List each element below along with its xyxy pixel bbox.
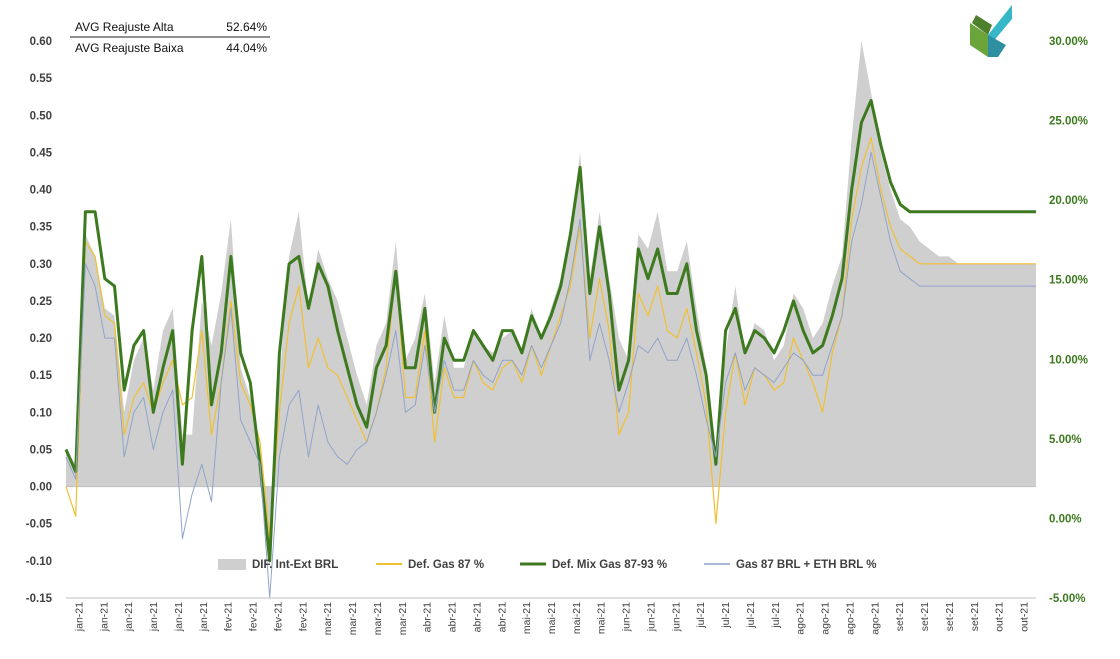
x-tick-label: fev-21: [297, 602, 309, 631]
line-series-layer: [64, 98, 1036, 599]
left-tick-label: 0.20: [30, 333, 52, 345]
x-tick-label: jul-21: [695, 602, 707, 629]
x-tick-label: mai-21: [596, 602, 608, 634]
left-tick-label: 0.55: [30, 73, 53, 85]
x-tick-label: mar-21: [372, 602, 384, 635]
x-tick-label: ago-21: [795, 602, 807, 635]
line-series-gas-87-brl-eth-brl: [65, 151, 1036, 599]
area-series-dif-int-ext-brl: [66, 41, 1036, 561]
x-tick-label: set-21: [944, 602, 956, 631]
x-tick-label: jul-21: [720, 602, 732, 629]
x-tick-label: out-21: [1019, 602, 1031, 632]
x-tick-label: fev-21: [272, 602, 284, 631]
x-tick-label: set-21: [919, 602, 931, 631]
x-tick-label: abr-21: [447, 602, 459, 633]
area-series-layer: [66, 41, 1036, 561]
left-tick-label: 0.30: [30, 259, 52, 271]
x-tick-label: jan-21: [173, 602, 185, 632]
x-tick-label: ago-21: [869, 602, 881, 635]
left-tick-label: 0.50: [30, 110, 52, 122]
left-tick-label: -0.15: [26, 593, 53, 605]
legend-swatch-dif: [218, 559, 246, 570]
right-y-axis: 30.00% 25.00% 20.00% 15.00% 10.00% 5.00% 0.00%…: [1049, 36, 1088, 605]
left-tick-label: 0.10: [30, 407, 52, 419]
right-tick-label: 5.00%: [1049, 434, 1082, 446]
x-tick-label: jan-21: [123, 602, 135, 632]
left-tick-label: 0.25: [30, 296, 53, 308]
legend-label-mix: Def. Mix Gas 87-93 %: [552, 559, 667, 571]
x-tick-label: ago-21: [820, 602, 832, 635]
x-tick-label: jul-21: [745, 602, 757, 629]
legend-label-dif: DIF. Int-Ext BRL: [252, 559, 338, 571]
x-tick-label: mar-21: [397, 602, 409, 635]
right-tick-label: 15.00%: [1049, 275, 1088, 287]
x-tick-label: jan-21: [148, 602, 160, 632]
right-tick-label: 20.00%: [1049, 195, 1088, 207]
summary-label-baixa: AVG Reajuste Baixa: [75, 41, 184, 55]
x-axis: jan-21 jan-21 jan-21 jan-21 jan-21 jan-21 fev-…: [66, 597, 1036, 635]
right-tick-label: 10.00%: [1049, 354, 1088, 366]
line-series-def-mix-gas-87-93: [64, 98, 1036, 563]
x-tick-label: mar-21: [322, 602, 334, 635]
right-tick-label: 0.00%: [1049, 513, 1082, 525]
x-tick-label: set-21: [894, 602, 906, 631]
left-tick-label: 0.05: [30, 445, 53, 457]
summary-value-alta: 52.64%: [226, 20, 267, 34]
left-tick-label: 0.40: [30, 185, 52, 197]
legend: DIF. Int-Ext BRL Def. Gas 87 % Def. Mix …: [218, 559, 877, 571]
x-tick-label: jun-21: [646, 602, 658, 632]
x-tick-label: fev-21: [248, 602, 260, 631]
x-tick-label: jul-21: [770, 602, 782, 629]
x-tick-label: set-21: [969, 602, 981, 631]
summary-value-baixa: 44.04%: [226, 41, 267, 55]
x-tick-label: mai-21: [521, 602, 533, 634]
x-tick-label: mar-21: [347, 602, 359, 635]
x-logo-icon: [970, 5, 1012, 57]
x-tick-label: jan-21: [198, 602, 210, 632]
summary-box: AVG Reajuste Alta 52.64% AVG Reajuste Ba…: [70, 20, 270, 55]
left-y-axis: 0.60 0.55 0.50 0.45 0.40 0.35 0.30 0.25 0.20 0.15…: [26, 36, 53, 605]
right-tick-label: -5.00%: [1049, 593, 1085, 605]
x-tick-label: abr-21: [422, 602, 434, 633]
right-tick-label: 25.00%: [1049, 116, 1088, 128]
left-tick-label: 0.00: [30, 482, 52, 494]
x-tick-label: mai-21: [546, 602, 558, 634]
x-tick-label: jan-21: [73, 602, 85, 632]
left-tick-label: -0.10: [26, 556, 52, 568]
x-tick-label: out-21: [994, 602, 1006, 632]
legend-label-gas87: Def. Gas 87 %: [408, 559, 484, 571]
right-tick-label: 30.00%: [1049, 36, 1088, 48]
left-tick-label: 0.45: [30, 147, 53, 159]
left-tick-label: 0.15: [30, 370, 53, 382]
x-tick-label: abr-21: [471, 602, 483, 633]
left-tick-label: -0.05: [26, 519, 53, 531]
left-tick-label: 0.35: [30, 222, 53, 234]
left-tick-label: 0.60: [30, 36, 52, 48]
x-tick-label: jun-21: [670, 602, 682, 632]
x-tick-label: fev-21: [223, 602, 235, 631]
summary-label-alta: AVG Reajuste Alta: [75, 20, 174, 34]
x-tick-label: jan-21: [98, 602, 110, 632]
x-tick-label: mai-21: [571, 602, 583, 634]
x-tick-label: abr-21: [496, 602, 508, 633]
x-tick-label: ago-21: [845, 602, 857, 635]
x-tick-label: jun-21: [621, 602, 633, 632]
legend-label-gas87-eth: Gas 87 BRL + ETH BRL %: [736, 559, 877, 571]
